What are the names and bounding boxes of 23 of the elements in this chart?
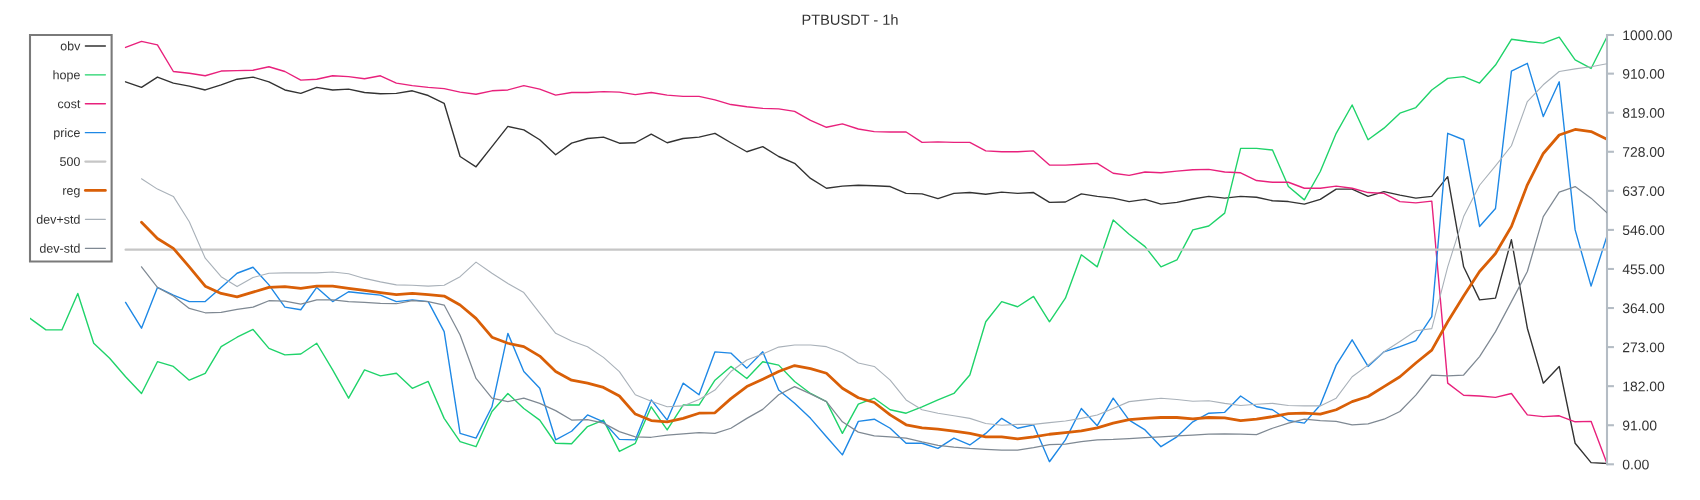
y-tick-label: 182.00 <box>1623 381 1665 392</box>
y-tick-label: 637.00 <box>1622 186 1665 197</box>
y-tick-label: 0.00 <box>1622 459 1649 470</box>
legend-label: dev-std <box>39 243 80 253</box>
legend-label: cost <box>57 100 81 109</box>
legend-label: dev+std <box>36 214 80 224</box>
y-tick-label: 910.00 <box>1622 68 1665 79</box>
line-series <box>140 185 1607 451</box>
y-tick-label: 91.00 <box>1622 420 1657 431</box>
y-tick-label: 364.00 <box>1622 303 1665 314</box>
y-tick-label: 273.00 <box>1622 342 1665 353</box>
y-tick-label: 1000.00 <box>1623 30 1672 41</box>
legend-label: price <box>54 127 80 140</box>
y-tick-label: 819.00 <box>1622 108 1665 118</box>
y-tick-label: 546.00 <box>1622 225 1665 236</box>
chart-title: PTBUSDT - 1h <box>802 14 898 25</box>
legend-label: hope <box>53 70 80 82</box>
y-tick-label: 455.00 <box>1622 264 1665 275</box>
line-series <box>140 128 1607 441</box>
legend-label: 500 <box>60 157 80 167</box>
legend-label: reg <box>63 188 80 198</box>
y-tick-label: 728.00 <box>1622 147 1665 157</box>
legend-label: obv <box>60 41 81 51</box>
